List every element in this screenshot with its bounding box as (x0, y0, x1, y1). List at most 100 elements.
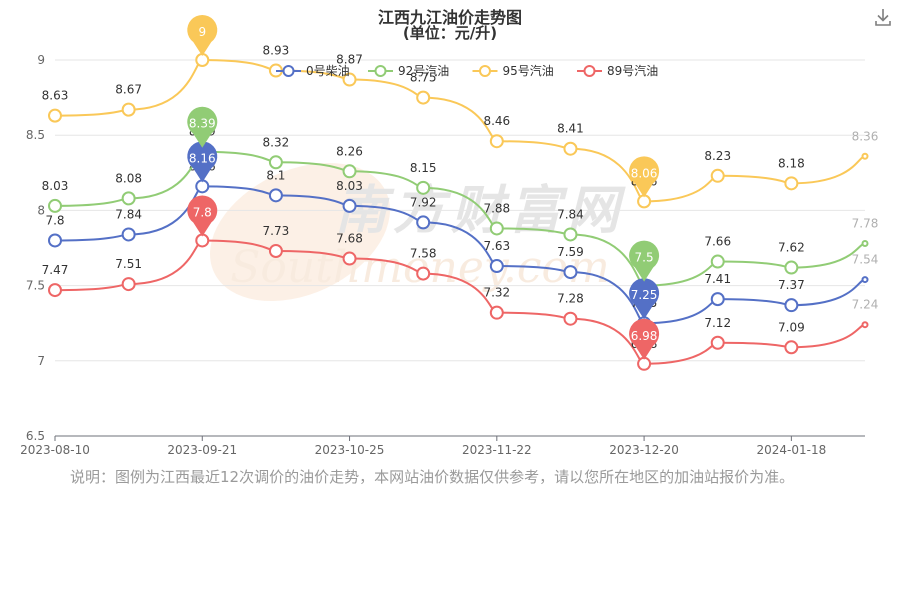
data-point[interactable] (342, 251, 357, 266)
data-point[interactable] (563, 311, 578, 326)
data-point[interactable] (48, 198, 62, 213)
x-tick-label: 2023-11-22 (462, 443, 532, 457)
data-point[interactable] (710, 292, 725, 307)
data-label: 8.08 (115, 171, 142, 185)
watermark: 南方财富网Southmoney.com (210, 162, 620, 302)
data-label: 7.62 (778, 241, 805, 255)
pin-shape (187, 141, 218, 183)
y-tick-label: 7.5 (26, 279, 45, 293)
data-label: 8.93 (263, 44, 290, 58)
data-point[interactable] (268, 244, 283, 259)
data-point[interactable] (121, 277, 136, 292)
data-point[interactable] (784, 298, 799, 313)
data-point[interactable] (489, 259, 504, 274)
data-point[interactable] (268, 155, 283, 170)
data-label: 7.32 (483, 286, 510, 300)
data-point[interactable] (121, 102, 136, 117)
legend-label: 0号柴油 (306, 64, 350, 78)
data-label: 8.03 (42, 179, 69, 193)
data-point[interactable] (784, 260, 799, 275)
data-point[interactable] (416, 180, 431, 195)
data-point[interactable] (563, 265, 578, 280)
data-point[interactable] (416, 90, 431, 105)
data-label: 7.84 (115, 207, 142, 221)
data-point[interactable] (416, 215, 431, 230)
x-tick-label: 2024-01-18 (756, 443, 826, 457)
pin-shape (629, 156, 660, 198)
pin-shape (629, 318, 660, 360)
y-tick-label: 8.5 (26, 128, 45, 142)
y-tick-label: 8 (37, 203, 45, 217)
data-point[interactable] (121, 191, 136, 206)
data-label: 7.09 (778, 320, 805, 334)
data-point[interactable] (342, 198, 357, 213)
x-tick-label: 2023-10-25 (315, 443, 385, 457)
data-label: 8.46 (483, 114, 510, 128)
data-label: 7.54 (852, 253, 879, 267)
x-tick-label: 2023-09-21 (167, 443, 237, 457)
data-point[interactable] (48, 108, 62, 123)
data-point[interactable] (342, 72, 357, 87)
legend-item-3[interactable]: 89号汽油 (577, 63, 658, 78)
data-label: 7.88 (483, 201, 510, 215)
chart-title: 江西九江油价走势图 (377, 8, 522, 27)
data-label: 7.78 (852, 216, 879, 230)
data-label: 7.51 (115, 257, 142, 271)
data-point[interactable] (121, 227, 136, 242)
data-point[interactable] (489, 221, 504, 236)
data-label: 8.18 (778, 156, 805, 170)
watermark-swoosh (210, 162, 390, 302)
data-point[interactable] (784, 340, 799, 355)
data-label: 8.75 (410, 71, 437, 85)
data-point[interactable] (563, 141, 578, 156)
y-tick-label: 7 (37, 354, 45, 368)
legend-label: 95号汽油 (503, 63, 554, 78)
data-point[interactable] (861, 276, 869, 284)
data-point[interactable] (489, 305, 504, 320)
data-point[interactable] (342, 164, 357, 179)
data-point[interactable] (861, 321, 869, 329)
data-point[interactable] (416, 266, 431, 281)
data-label: 8.1 (266, 168, 285, 182)
pin-shape (187, 15, 218, 56)
data-point[interactable] (710, 335, 725, 350)
pin-label: 6.98 (631, 329, 658, 343)
data-label: 8.63 (42, 89, 69, 103)
data-point[interactable] (489, 134, 504, 149)
x-tick-label: 2023-08-10 (20, 443, 90, 457)
data-point[interactable] (48, 233, 62, 248)
x-tick-label: 2023-12-20 (609, 443, 679, 457)
pin-label: 8.39 (189, 117, 216, 131)
data-label: 7.63 (483, 239, 510, 253)
data-point[interactable] (563, 227, 578, 242)
data-label: 7.37 (778, 278, 805, 292)
data-point[interactable] (710, 254, 725, 269)
legend-label: 89号汽油 (607, 63, 658, 78)
legend-item-1[interactable]: 92号汽油 (368, 63, 449, 78)
marker-pin: 7.5 (629, 240, 660, 282)
data-label: 7.12 (704, 316, 731, 330)
data-point[interactable] (268, 188, 283, 203)
legend-item-0[interactable]: 0号柴油 (276, 64, 350, 78)
data-label: 7.8 (45, 213, 64, 227)
data-point[interactable] (861, 239, 869, 247)
data-label: 7.66 (704, 235, 731, 249)
pin-label: 7.25 (631, 288, 658, 302)
pin-shape (629, 278, 660, 320)
marker-pin: 6.98 (629, 318, 660, 360)
download-icon[interactable] (872, 6, 894, 28)
data-label: 7.24 (852, 298, 879, 312)
data-point[interactable] (784, 176, 799, 191)
pin-label: 8.16 (189, 151, 216, 165)
marker-pin: 9 (187, 15, 218, 56)
data-point[interactable] (861, 152, 869, 160)
legend-item-2[interactable]: 95号汽油 (472, 63, 554, 78)
data-label: 7.84 (557, 207, 584, 221)
data-label: 8.36 (852, 129, 879, 143)
data-point[interactable] (48, 283, 62, 298)
data-label: 7.28 (557, 292, 584, 306)
data-point[interactable] (710, 168, 725, 183)
legend-marker (583, 65, 596, 77)
marker-pin: 7.25 (629, 278, 660, 320)
